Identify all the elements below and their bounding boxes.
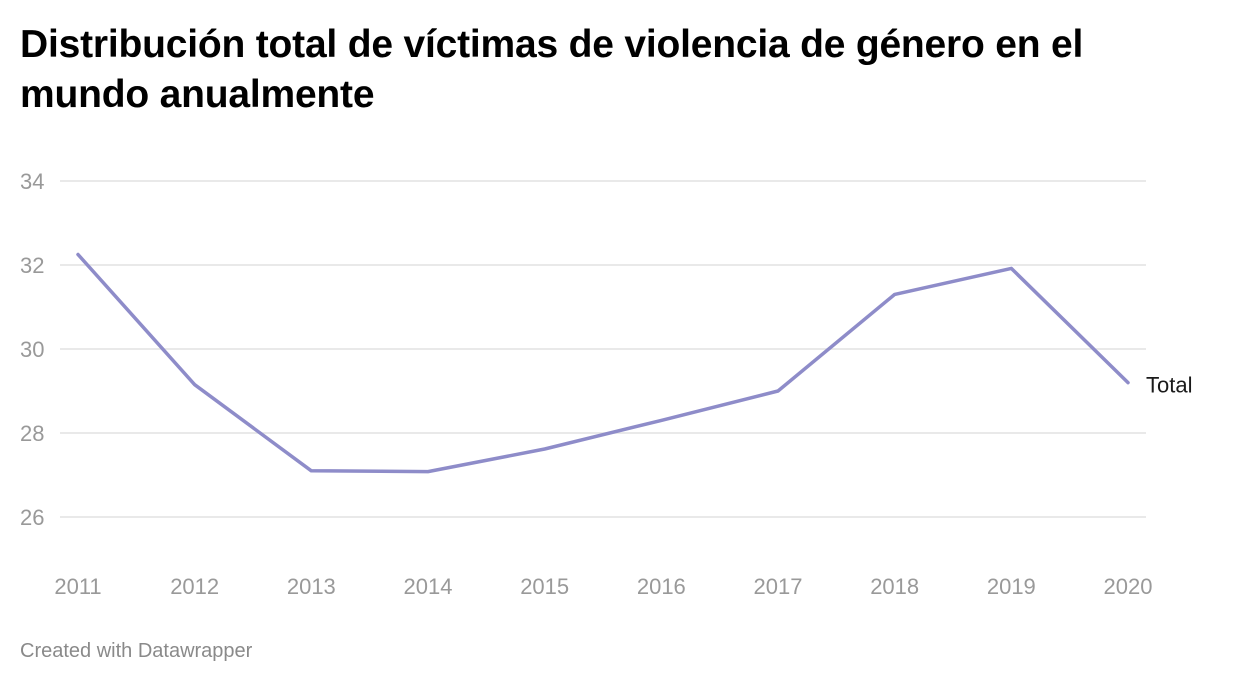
y-axis-ticks: 26 28 30 32 34 — [20, 169, 44, 530]
credit-footer: Created with Datawrapper — [20, 640, 253, 662]
y-tick-label: 30 — [20, 337, 44, 362]
x-tick-label: 2014 — [404, 574, 453, 599]
x-tick-label: 2016 — [637, 574, 686, 599]
x-axis-ticks: 2011 2012 2013 2014 2015 2016 2017 2018 2019 2020 — [54, 574, 1152, 599]
x-tick-label: 2011 — [54, 574, 101, 599]
x-tick-label: 2015 — [520, 574, 569, 599]
y-tick-label: 32 — [20, 253, 44, 278]
x-tick-label: 2018 — [870, 574, 919, 599]
y-tick-label: 28 — [20, 421, 44, 446]
series-lines — [76, 252, 1130, 474]
x-tick-label: 2019 — [987, 574, 1036, 599]
y-tick-label: 26 — [20, 505, 44, 530]
x-tick-label: 2020 — [1104, 574, 1153, 599]
chart-title: Distribución total de víctimas de violen… — [20, 23, 1084, 116]
gridlines — [60, 180, 1146, 518]
series-label: Total — [1146, 373, 1192, 398]
y-tick-label: 34 — [20, 169, 44, 194]
series-line-total — [76, 252, 1130, 474]
series-labels: Total — [1146, 373, 1192, 398]
x-tick-label: 2012 — [170, 574, 219, 599]
x-tick-label: 2017 — [754, 574, 803, 599]
x-tick-label: 2013 — [287, 574, 336, 599]
